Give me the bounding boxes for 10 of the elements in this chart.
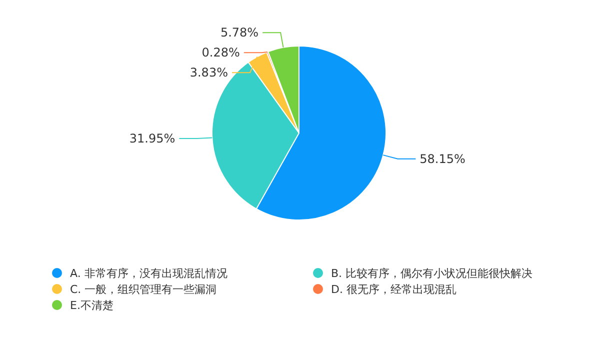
legend-label: A. 非常有序，没有出现混乱情况 bbox=[70, 267, 228, 280]
data-label: 31.95% bbox=[129, 132, 176, 146]
data-label: 58.15% bbox=[420, 152, 466, 166]
legend-label: E.不清楚 bbox=[70, 299, 114, 312]
legend-label: C. 一般，组织管理有一些漏洞 bbox=[70, 283, 217, 296]
data-label: 5.78% bbox=[220, 26, 259, 40]
legend-label: D. 很无序，经常出现混乱 bbox=[331, 283, 456, 296]
legend-label: B. 比较有序，偶尔有小状况但能很快解决 bbox=[331, 267, 533, 280]
data-label: 0.28% bbox=[202, 46, 240, 60]
data-label: 3.83% bbox=[190, 66, 228, 80]
